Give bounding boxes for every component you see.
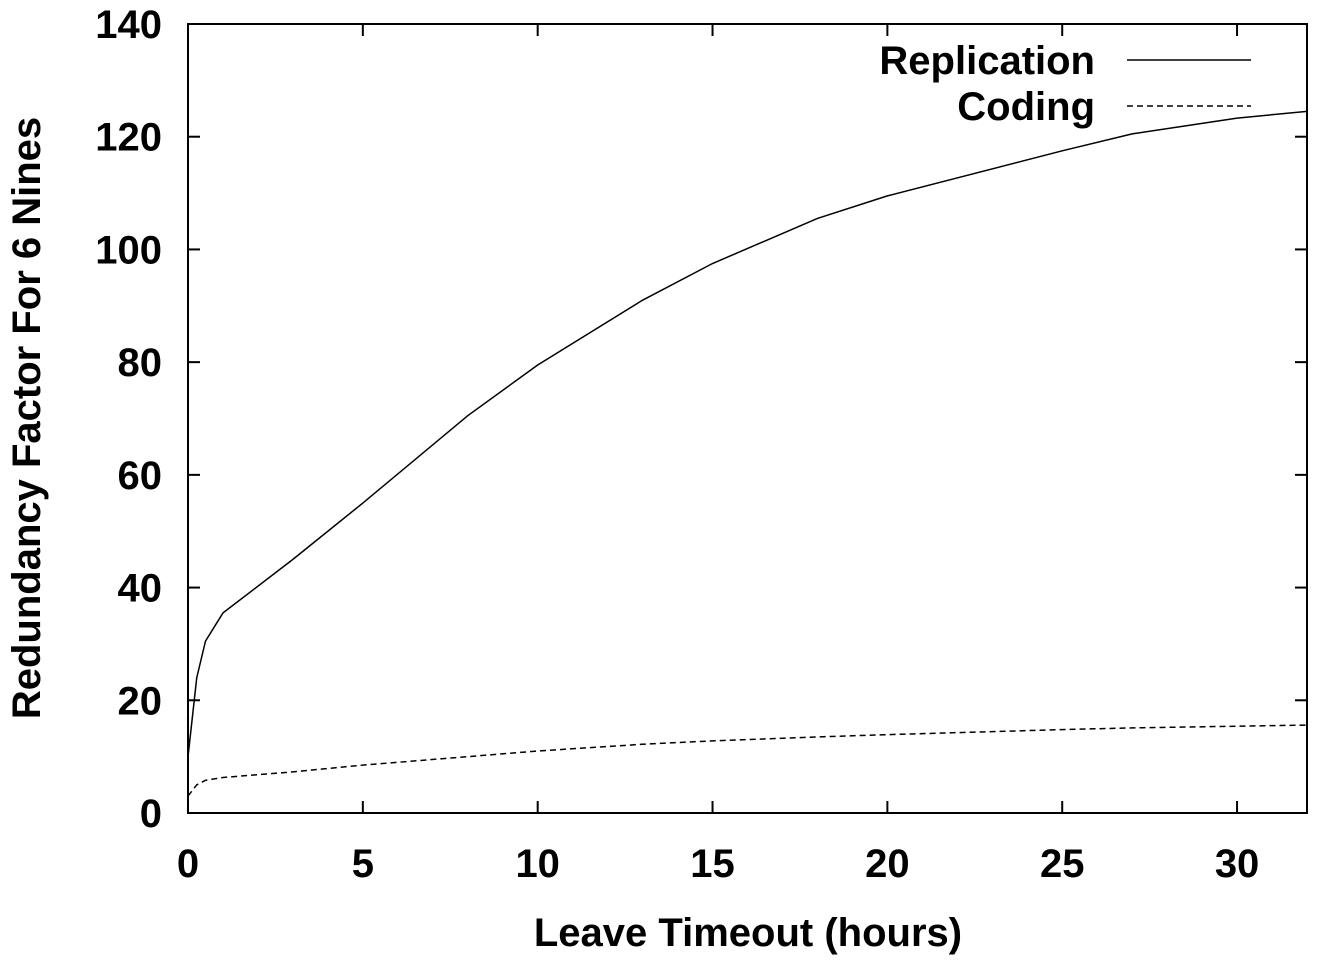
x-tick-label: 5 [352,842,374,886]
x-tick-label: 30 [1215,842,1260,886]
y-tick-label: 120 [95,116,162,160]
y-tick-label: 100 [95,228,162,272]
x-tick-label: 20 [865,842,910,886]
y-tick-label: 20 [118,679,163,723]
y-tick-label: 40 [118,567,163,611]
x-tick-label: 15 [690,842,735,886]
plot-frame [187,23,1308,814]
legend-label: Coding [957,85,1095,129]
y-axis-label: Redundancy Factor For 6 Nines [5,117,49,719]
x-axis-label: Leave Timeout (hours) [534,911,962,955]
legend-label: Replication [879,39,1095,83]
y-tick-label: 80 [118,341,163,385]
y-tick-label: 0 [140,792,162,836]
series-line [187,724,1308,797]
y-tick-label: 60 [118,454,163,498]
y-tick-label: 140 [95,3,162,47]
x-tick-label: 10 [515,842,560,886]
series-line [187,110,1308,757]
x-tick-label: 0 [177,842,199,886]
x-tick-label: 25 [1040,842,1085,886]
